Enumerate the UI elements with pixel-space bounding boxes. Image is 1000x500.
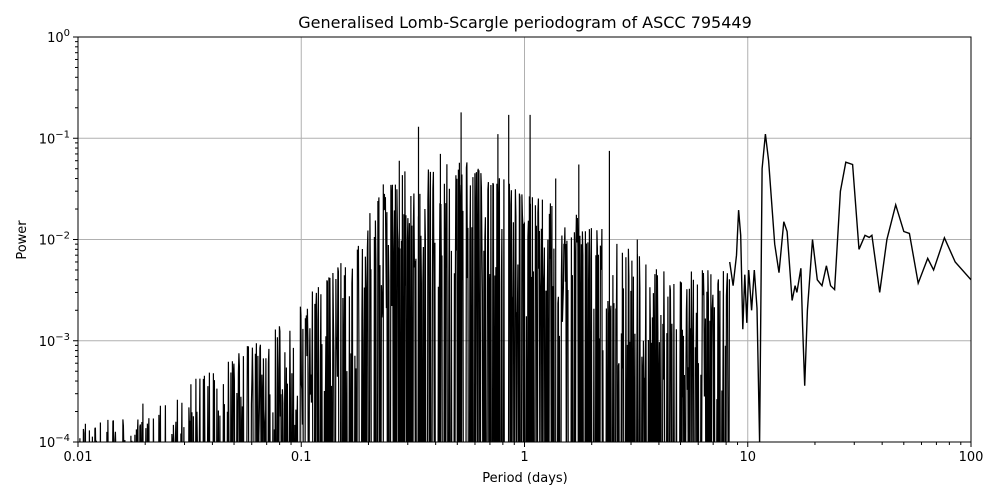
periodogram-smooth-trace [729, 134, 971, 442]
x-tick-label: 0.01 [64, 450, 93, 465]
y-tick-label: 10−4 [39, 433, 70, 451]
x-axis-ticks: 0.01 0.1 1 10 100 [64, 442, 984, 465]
y-axis-ticks: 10−4 10−3 10−2 10−1 100 [39, 28, 78, 451]
y-axis-label: Power [15, 220, 30, 260]
y-tick-label: 10−2 [39, 231, 70, 249]
plot-area [79, 112, 971, 442]
x-tick-label: 10 [739, 450, 756, 465]
y-tick-label: 10−1 [39, 129, 70, 147]
chart-title: Generalised Lomb-Scargle periodogram of … [298, 13, 752, 32]
periodogram-noisy-trace [79, 112, 730, 442]
x-tick-label: 1 [520, 450, 528, 465]
y-tick-label: 100 [47, 28, 70, 46]
y-tick-label: 10−3 [39, 332, 70, 350]
x-axis-label: Period (days) [482, 471, 568, 486]
x-tick-label: 0.1 [291, 450, 312, 465]
x-tick-label: 100 [959, 450, 984, 465]
